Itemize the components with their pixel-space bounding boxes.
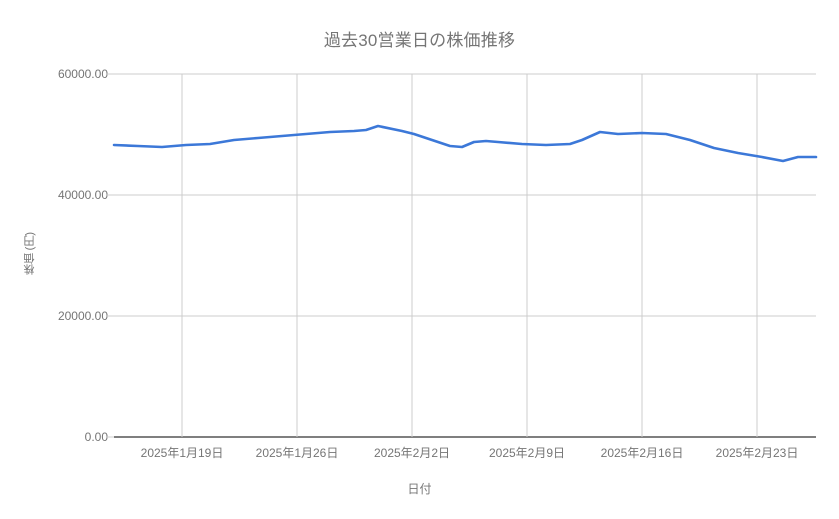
y-tick-label: 20000.00 bbox=[57, 309, 108, 323]
x-tick-label: 2025年2月9日 bbox=[488, 446, 566, 460]
series-line-stock-price bbox=[112, 124, 818, 163]
x-tick-label: 2025年2月2日 bbox=[373, 446, 451, 460]
x-tick-label: 2025年1月19日 bbox=[140, 446, 224, 460]
y-axis-tick-labels: 0.00 20000.00 40000.00 60000.00 bbox=[0, 0, 108, 519]
x-axis-title: 日付 bbox=[407, 482, 432, 496]
x-tick-label: 2025年1月26日 bbox=[255, 446, 339, 460]
x-tick-label: 2025年2月16日 bbox=[600, 446, 684, 460]
chart-title: 過去30営業日の株価推移 bbox=[323, 31, 516, 50]
y-tick-label: 0.00 bbox=[84, 430, 108, 444]
x-tick-label: 2025年2月23日 bbox=[715, 446, 799, 460]
y-tick-label: 60000.00 bbox=[57, 67, 108, 81]
y-tick-label: 40000.00 bbox=[57, 188, 108, 202]
